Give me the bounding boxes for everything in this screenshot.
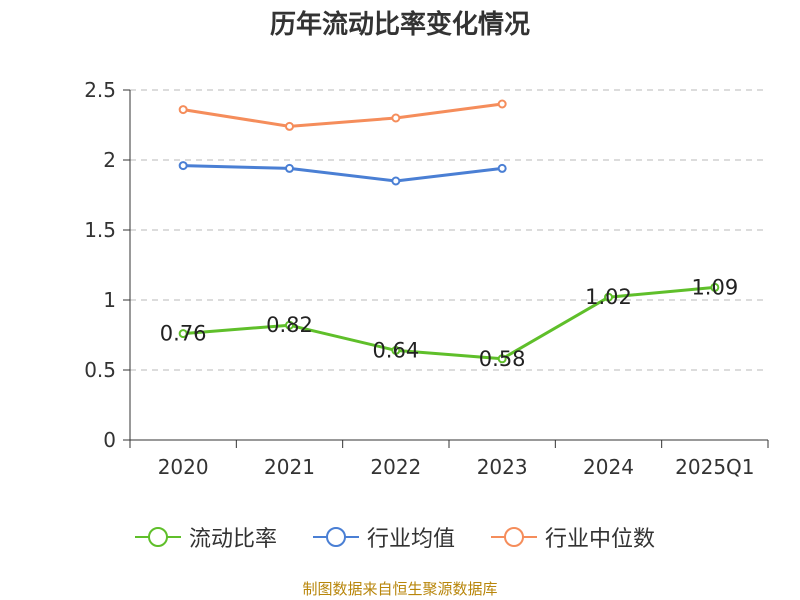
- legend-line-icon: [135, 527, 181, 547]
- data-point: [497, 163, 507, 173]
- data-point: [178, 161, 188, 171]
- series-line-0: [183, 285, 715, 361]
- data-label: 0.76: [160, 322, 207, 346]
- y-tick-label: 2.5: [84, 78, 116, 102]
- data-point: [391, 345, 401, 355]
- data-point: [497, 99, 507, 109]
- x-tick-label: 2021: [264, 455, 315, 479]
- legend-line-icon: [313, 527, 359, 547]
- data-point: [285, 121, 294, 131]
- legend-item-industry-median[interactable]: 行业中位数: [489, 520, 655, 554]
- data-point: [285, 163, 294, 173]
- grid-lines: [130, 89, 768, 371]
- data-label: 0.82: [266, 313, 313, 337]
- y-tick-label: 2: [103, 148, 116, 172]
- data-point: [391, 113, 401, 123]
- x-tick-label: 2025Q1: [675, 455, 754, 479]
- y-tick-label: 1: [103, 288, 116, 312]
- x-tick-label: 2020: [158, 455, 209, 479]
- chart-title: 历年流动比率变化情况: [269, 10, 530, 40]
- y-tick-label: 0.5: [84, 358, 116, 382]
- legend-item-current-ratio[interactable]: 流动比率: [133, 520, 277, 554]
- data-label: 0.64: [372, 338, 419, 362]
- data-label: 1.09: [691, 275, 738, 299]
- y-tick-label: 0: [103, 428, 116, 452]
- data-point: [178, 105, 188, 115]
- data-label: 1.02: [585, 285, 632, 309]
- x-tick-label: 2022: [370, 455, 421, 479]
- data-point: [710, 282, 720, 292]
- data-labels: 0.76 0.82 0.64 0.58 1.02 1.09: [160, 275, 738, 370]
- data-point: [285, 320, 294, 330]
- legend-label: 行业均值: [367, 527, 456, 552]
- legend-label: 行业中位数: [545, 527, 656, 552]
- axes: 0 0.5 1 1.5 2 2.5 2020 2021 2022 2023 2024 2025Q1: [84, 78, 769, 479]
- data-source-note: 制图数据来自恒生聚源数据库: [302, 580, 498, 598]
- series-line-1: [183, 164, 503, 183]
- data-point: [604, 292, 613, 302]
- data-point: [391, 176, 401, 186]
- x-tick-label: 2024: [583, 455, 634, 479]
- data-label: 0.58: [479, 347, 526, 371]
- legend: 流动比率 行业均值 行业中位数: [0, 520, 800, 554]
- series-lines: [178, 99, 720, 364]
- x-tick-label: 2023: [477, 455, 528, 479]
- legend-item-industry-mean[interactable]: 行业均值: [311, 520, 455, 554]
- y-tick-label: 1.5: [84, 218, 116, 242]
- data-point: [497, 354, 507, 364]
- data-point: [178, 329, 188, 339]
- legend-line-icon: [491, 527, 537, 547]
- series-line-2: [182, 102, 503, 128]
- legend-label: 流动比率: [189, 527, 278, 552]
